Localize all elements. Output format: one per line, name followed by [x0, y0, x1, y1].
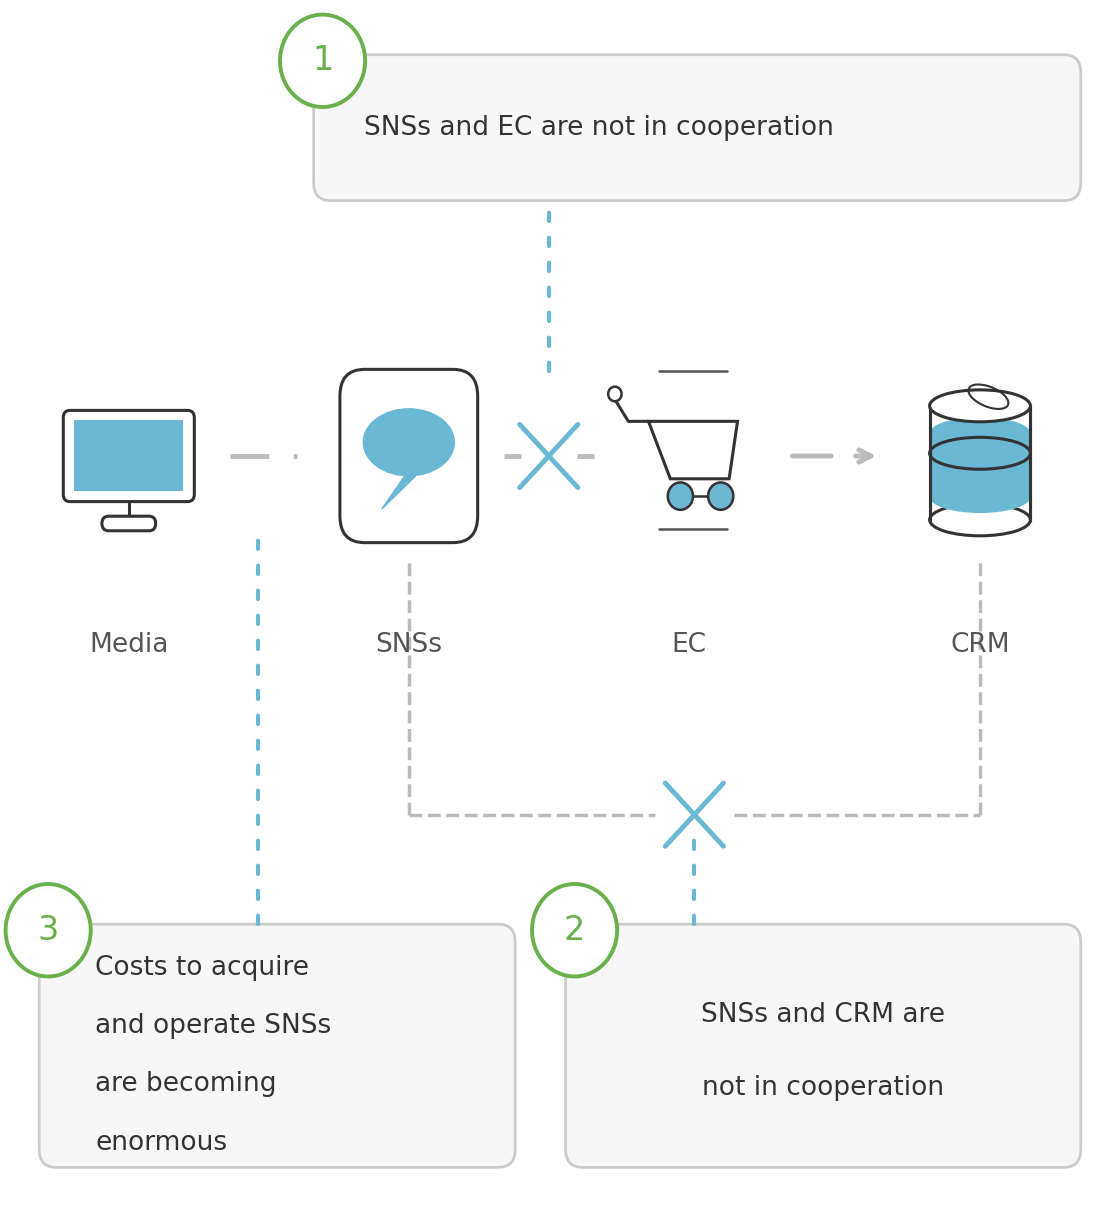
FancyBboxPatch shape — [314, 55, 1081, 201]
Circle shape — [280, 15, 365, 107]
Circle shape — [608, 387, 622, 401]
Ellipse shape — [930, 482, 1030, 513]
Circle shape — [532, 884, 617, 976]
Text: and operate SNSs: and operate SNSs — [95, 1013, 332, 1038]
Text: enormous: enormous — [95, 1130, 227, 1155]
FancyBboxPatch shape — [64, 411, 195, 502]
FancyBboxPatch shape — [340, 370, 477, 542]
Text: EC: EC — [671, 632, 707, 658]
Text: 2: 2 — [563, 913, 586, 947]
Text: Media: Media — [90, 632, 168, 658]
Polygon shape — [382, 475, 416, 508]
Circle shape — [668, 483, 693, 510]
Text: SNSs and CRM are: SNSs and CRM are — [701, 1002, 945, 1029]
Text: not in cooperation: not in cooperation — [702, 1075, 944, 1102]
Text: are becoming: are becoming — [95, 1071, 277, 1097]
FancyBboxPatch shape — [39, 924, 515, 1167]
Polygon shape — [648, 422, 737, 479]
Text: 3: 3 — [38, 913, 58, 947]
Circle shape — [6, 884, 91, 976]
Ellipse shape — [930, 390, 1030, 422]
Text: Costs to acquire: Costs to acquire — [95, 955, 309, 980]
FancyBboxPatch shape — [74, 420, 184, 490]
Circle shape — [708, 483, 734, 510]
FancyBboxPatch shape — [102, 516, 156, 530]
Ellipse shape — [363, 409, 455, 477]
Text: SNSs: SNSs — [375, 632, 442, 658]
Ellipse shape — [930, 417, 1030, 449]
FancyBboxPatch shape — [566, 924, 1081, 1167]
Text: CRM: CRM — [950, 632, 1010, 658]
Text: SNSs and EC are not in cooperation: SNSs and EC are not in cooperation — [364, 114, 834, 141]
Text: 1: 1 — [312, 44, 333, 78]
Ellipse shape — [930, 503, 1030, 536]
